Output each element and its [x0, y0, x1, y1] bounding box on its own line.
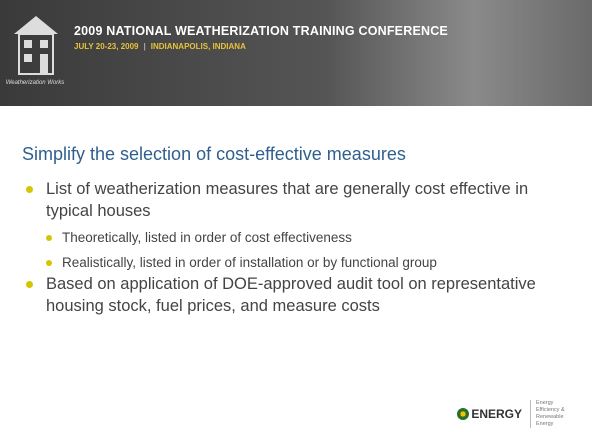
tagline: Energy Efficiency & Renewable Energy — [530, 400, 578, 428]
location: INDIANAPOLIS, INDIANA — [151, 42, 246, 51]
sub-bullet: Realistically, listed in order of instal… — [44, 253, 544, 273]
logo-word: ENERGY — [471, 407, 522, 421]
sub-bullet: Theoretically, listed in order of cost e… — [44, 228, 544, 248]
logo-text: Weatherization Works — [4, 80, 66, 87]
bullet: List of weatherization measures that are… — [24, 178, 544, 222]
slide: Weatherization Works 2009 NATIONAL WEATH… — [0, 0, 592, 446]
bullet-list: List of weatherization measures that are… — [24, 178, 544, 323]
header-band: Weatherization Works 2009 NATIONAL WEATH… — [0, 0, 592, 106]
doe-logo: ENERGY — [457, 407, 522, 421]
footer: ENERGY Energy Efficiency & Renewable Ene… — [457, 400, 578, 428]
bullet: Based on application of DOE-approved aud… — [24, 273, 544, 317]
conference-title: 2009 NATIONAL WEATHERIZATION TRAINING CO… — [74, 24, 448, 38]
slide-title: Simplify the selection of cost-effective… — [22, 144, 406, 165]
separator: | — [144, 42, 146, 51]
date: JULY 20-23, 2009 — [74, 42, 139, 51]
conference-info: JULY 20-23, 2009 | INDIANAPOLIS, INDIANA — [74, 42, 246, 51]
